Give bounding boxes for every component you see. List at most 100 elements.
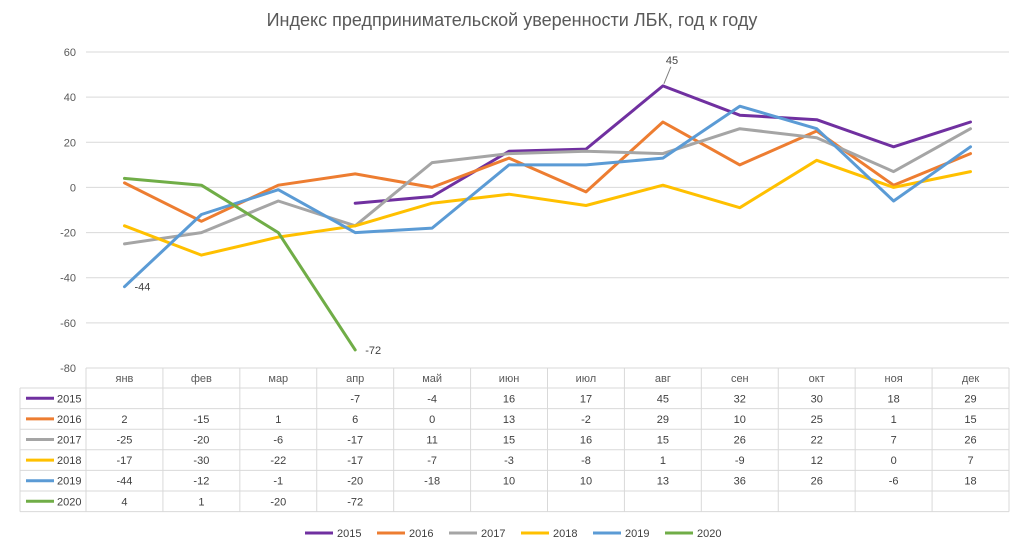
table-cell: -7 [427, 455, 437, 467]
table-cell: 10 [503, 476, 515, 488]
table-cell: 11 [426, 435, 437, 447]
gridlines [86, 51, 1009, 369]
series-line-2019 [123, 104, 972, 289]
table-cell: 2 [121, 414, 127, 426]
table-cell: 13 [657, 476, 669, 488]
table-cell: 26 [811, 476, 823, 488]
table-cell: 6 [352, 414, 358, 426]
legend: 2015 2016 2017 2018 2019 2020 [305, 528, 721, 540]
table-cell: -2 [581, 414, 591, 426]
legend-label: 2016 [409, 528, 433, 540]
table-cell: 36 [734, 476, 746, 488]
table-cell: -17 [347, 435, 363, 447]
x-tick-label: июл [576, 373, 597, 385]
data-label: 45 [666, 55, 678, 67]
table-cell: 25 [811, 414, 823, 426]
x-tick-label: мар [268, 373, 288, 385]
table-cell: -4 [427, 393, 437, 405]
table-cell: -30 [193, 455, 209, 467]
table-cell: -20 [193, 435, 209, 447]
table-cell: -6 [889, 476, 899, 488]
table-cell: -72 [347, 496, 363, 508]
table-cell: 26 [734, 435, 746, 447]
data-label-leader [663, 66, 672, 85]
chart-title: Индекс предпринимательской уверенности Л… [267, 10, 758, 30]
series-line-2020 [123, 176, 357, 352]
table-cell: 32 [734, 393, 746, 405]
table-cell: -3 [504, 455, 514, 467]
y-tick-label: 40 [64, 92, 76, 104]
table-cell: 16 [503, 393, 515, 405]
y-axis-ticks: 60 40 20 0 -20 -40 -60 -80 [60, 47, 76, 375]
x-tick-label: сен [731, 373, 749, 385]
table-cell: 12 [811, 455, 823, 467]
table-cell: 4 [121, 496, 127, 508]
table-cell: 1 [275, 414, 281, 426]
table-cell: 15 [657, 435, 669, 447]
table-cell: 18 [888, 393, 900, 405]
table-cell: 15 [503, 435, 515, 447]
series-line-2017 [123, 127, 972, 246]
table-cell: 10 [580, 476, 592, 488]
data-table: янв фев мар апр май июн июл авг сен окт ноя дек2015… [19, 367, 1010, 513]
y-tick-label: 60 [64, 47, 76, 59]
y-tick-label: 20 [64, 137, 76, 149]
series-line-2015 [353, 84, 972, 205]
table-series-name: 2016 [57, 414, 81, 426]
x-tick-label: фев [191, 373, 212, 385]
table-cell: -17 [117, 455, 133, 467]
table-cell: -12 [193, 476, 209, 488]
series-line-2018 [123, 158, 972, 257]
table-cell: 13 [503, 414, 515, 426]
table-cell: 26 [964, 435, 976, 447]
x-tick-label: янв [116, 373, 134, 385]
table-cell: 0 [429, 414, 435, 426]
y-tick-label: -80 [60, 363, 76, 375]
table-cell: -20 [270, 496, 286, 508]
table-cell: -15 [193, 414, 209, 426]
legend-label: 2019 [625, 528, 649, 540]
table-cell: 1 [198, 496, 204, 508]
table-cell: 7 [967, 455, 973, 467]
table-cell: -18 [424, 476, 440, 488]
table-cell: 45 [657, 393, 669, 405]
x-tick-label: июн [499, 373, 519, 385]
table-cell: -17 [347, 455, 363, 467]
data-label: -44 [134, 282, 150, 294]
series-line-2016 [123, 120, 972, 223]
legend-label: 2017 [481, 528, 505, 540]
x-tick-label: авг [655, 373, 671, 385]
table-cell: -44 [117, 476, 133, 488]
table-cell: 29 [964, 393, 976, 405]
table-cell: 1 [891, 414, 897, 426]
table-series-name: 2019 [57, 476, 81, 488]
x-tick-label: апр [346, 373, 364, 385]
table-cell: -7 [350, 393, 360, 405]
x-tick-label: май [422, 373, 442, 385]
table-series-name: 2015 [57, 393, 81, 405]
legend-label: 2015 [337, 528, 361, 540]
table-cell: 16 [580, 435, 592, 447]
table-cell: 0 [891, 455, 897, 467]
table-cell: 30 [811, 393, 823, 405]
legend-label: 2018 [553, 528, 577, 540]
table-cell: 15 [964, 414, 976, 426]
table-cell: 10 [734, 414, 746, 426]
legend-label: 2020 [697, 528, 721, 540]
table-cell: 7 [891, 435, 897, 447]
table-cell: -25 [117, 435, 133, 447]
y-tick-label: -60 [60, 318, 76, 330]
table-cell: 29 [657, 414, 669, 426]
table-cell: 22 [811, 435, 823, 447]
table-cell: -8 [581, 455, 591, 467]
table-cell: 1 [660, 455, 666, 467]
x-tick-label: окт [809, 373, 825, 385]
table-series-name: 2017 [57, 435, 81, 447]
table-cell: -9 [735, 455, 745, 467]
y-tick-label: -20 [60, 228, 76, 240]
y-tick-label: -40 [60, 273, 76, 285]
y-tick-label: 0 [70, 182, 76, 194]
table-cell: -6 [273, 435, 283, 447]
x-tick-label: дек [962, 373, 980, 385]
table-cell: 18 [964, 476, 976, 488]
